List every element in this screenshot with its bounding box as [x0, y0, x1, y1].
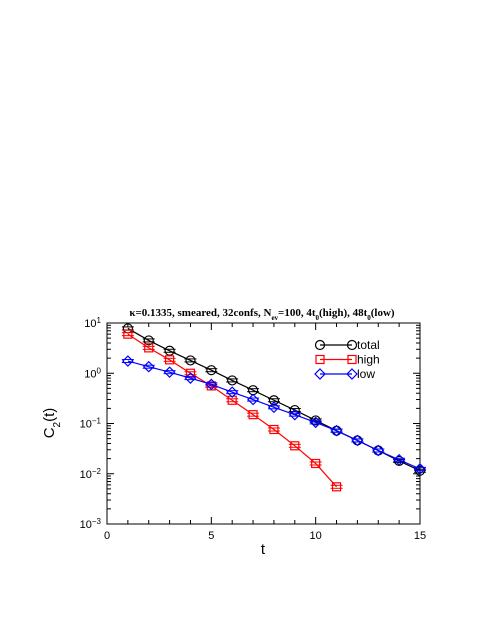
data-point-high: [165, 355, 175, 365]
data-point-total: [268, 395, 280, 406]
chart-title: κ=0.1335, smeared, 32confs, Nev=100, 4t0…: [129, 307, 395, 322]
series-high: [121, 329, 343, 492]
legend-item-total: total: [314, 338, 380, 352]
data-point-total: [227, 375, 238, 386]
data-point-low: [268, 401, 280, 414]
data-point-low: [184, 372, 197, 384]
data-point-high: [290, 441, 300, 451]
legend-marker: [346, 339, 358, 351]
legend-label: total: [357, 338, 380, 352]
legend-item-high: high: [315, 353, 380, 367]
data-point-low: [205, 378, 218, 391]
x-axis-label: t: [261, 541, 266, 558]
data-point-low: [226, 386, 239, 399]
data-point-high: [269, 424, 279, 435]
x-tick-label: 15: [414, 530, 426, 542]
y-axis-label: C2(t): [41, 408, 63, 439]
data-point-low: [142, 360, 155, 373]
series-line-low: [127, 360, 421, 470]
data-point-low: [288, 408, 301, 421]
y-tick-label: 100: [84, 366, 101, 381]
legend-item-low: low: [314, 367, 375, 381]
data-point-low: [163, 366, 176, 379]
legend-label: low: [357, 367, 375, 381]
axis-ticks: [106, 323, 421, 525]
legend-marker: [346, 368, 358, 380]
legend-marker: [314, 339, 326, 351]
data-point-high: [311, 458, 321, 469]
data-point-low: [309, 416, 322, 429]
y-tick-label: 101: [84, 316, 101, 331]
data-point-low: [122, 355, 134, 367]
data-point-high: [227, 395, 237, 405]
data-point-low: [414, 463, 426, 475]
data-point-high: [144, 343, 154, 353]
series-line-high: [127, 333, 337, 488]
data-point-total: [206, 365, 217, 376]
y-tick-label: 10−1: [80, 416, 102, 431]
data-point-high: [185, 368, 196, 378]
x-tick-label: 10: [310, 530, 322, 542]
data-point-low: [330, 424, 343, 437]
series-group: [121, 323, 426, 492]
x-tick-label: 0: [104, 530, 110, 542]
legend-marker: [314, 368, 326, 380]
legend-label: high: [357, 353, 380, 367]
y-tick-labels: 101 100 10−1 10−2 10−3: [80, 316, 102, 532]
data-point-low: [372, 444, 385, 457]
data-point-total: [185, 355, 196, 366]
data-point-total: [143, 335, 154, 346]
series-low: [121, 355, 426, 475]
data-point-high: [248, 410, 258, 420]
data-point-high: [123, 329, 133, 339]
data-point-low: [247, 393, 259, 406]
data-point-high: [331, 482, 342, 492]
x-tick-labels: 0 5 10 15: [104, 530, 426, 542]
y-tick-label: 10−3: [80, 517, 102, 532]
legend-marker: [347, 354, 357, 365]
legend-marker: [315, 354, 325, 365]
y-tick-label: 10−2: [80, 466, 102, 481]
data-point-low: [351, 434, 364, 447]
data-point-low: [393, 453, 405, 466]
x-tick-label: 5: [208, 530, 214, 542]
